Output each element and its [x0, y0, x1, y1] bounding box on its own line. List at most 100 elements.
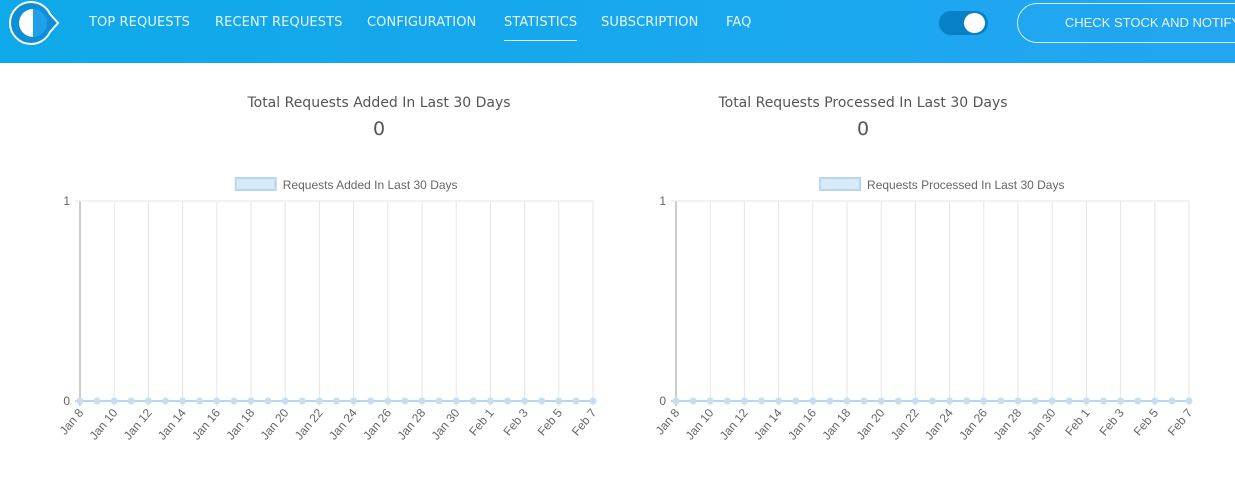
data-point: [589, 397, 597, 405]
legend-label: Requests Added In Last 30 Days: [283, 178, 458, 192]
nav-subscription[interactable]: SUBSCRIPTION: [601, 15, 699, 30]
data-point: [298, 397, 306, 405]
stat-title-added: Total Requests Added In Last 30 Days: [247, 95, 511, 111]
data-point: [963, 397, 971, 405]
data-point: [247, 397, 255, 405]
x-tick-label: Feb 5: [535, 406, 566, 439]
data-point: [877, 397, 885, 405]
x-tick-label: Jan 30: [429, 406, 463, 443]
x-tick-label: Jan 18: [223, 406, 257, 443]
data-point: [843, 397, 851, 405]
data-point: [980, 397, 988, 405]
data-point: [555, 397, 563, 405]
data-point: [521, 397, 529, 405]
nav-faq[interactable]: FAQ: [726, 15, 752, 30]
data-point: [1082, 397, 1090, 405]
stat-value-added: 0: [372, 118, 386, 140]
nav-top-requests[interactable]: TOP REQUESTS: [89, 15, 190, 30]
data-point: [723, 397, 731, 405]
x-tick-label: Feb 1: [1062, 406, 1093, 439]
data-point: [504, 397, 511, 405]
x-tick-label: Jan 26: [956, 406, 990, 443]
y-tick-label: 1: [659, 194, 666, 208]
x-tick-label: Jan 18: [819, 406, 853, 443]
data-point: [196, 397, 204, 405]
data-point: [1117, 397, 1125, 405]
data-point: [860, 397, 868, 405]
x-tick-label: Jan 24: [922, 406, 956, 443]
nav-configuration[interactable]: CONFIGURATION: [367, 15, 477, 30]
nav-recent-requests[interactable]: RECENT REQUESTS: [215, 15, 343, 30]
data-point: [384, 397, 392, 405]
data-point: [1134, 397, 1142, 405]
x-tick-label: Jan 16: [189, 406, 223, 443]
data-point: [1031, 397, 1039, 405]
x-tick-label: Jan 22: [292, 406, 326, 443]
data-point: [1014, 397, 1022, 405]
legend-label: Requests Processed In Last 30 Days: [867, 178, 1064, 192]
data-point: [1151, 397, 1159, 405]
data-point: [911, 397, 919, 405]
data-point: [315, 397, 323, 405]
data-point: [350, 397, 358, 405]
x-tick-label: Feb 7: [569, 406, 600, 439]
x-tick-label: Jan 10: [683, 406, 717, 443]
stat-title-processed: Total Requests Processed In Last 30 Days: [718, 95, 1008, 111]
data-point: [997, 397, 1005, 405]
data-point: [929, 397, 936, 405]
x-tick-label: Jan 26: [360, 406, 394, 443]
x-tick-label: Feb 3: [1096, 406, 1127, 439]
data-point: [469, 397, 477, 405]
data-point: [1100, 397, 1107, 405]
x-tick-label: Jan 10: [87, 406, 121, 443]
data-point: [538, 397, 546, 405]
data-point: [826, 397, 834, 405]
data-point: [689, 397, 697, 405]
data-point: [1048, 397, 1056, 405]
data-point: [264, 397, 272, 405]
data-point: [672, 397, 680, 405]
x-tick-label: Jan 14: [751, 406, 785, 443]
data-point: [435, 397, 443, 405]
x-tick-label: Jan 30: [1025, 406, 1059, 443]
data-point: [76, 397, 84, 405]
data-point: [706, 397, 714, 405]
x-tick-label: Jan 12: [717, 406, 751, 443]
x-tick-label: Jan 20: [854, 406, 888, 443]
data-point: [946, 397, 954, 405]
x-tick-label: Feb 1: [466, 406, 497, 439]
data-point: [572, 397, 580, 405]
data-point: [162, 397, 169, 405]
data-point: [213, 397, 221, 405]
x-tick-label: Jan 28: [394, 406, 428, 443]
data-point: [93, 397, 101, 405]
data-point: [401, 397, 409, 405]
x-tick-label: Feb 7: [1165, 406, 1196, 439]
x-tick-label: Jan 8: [653, 406, 683, 438]
y-tick-label: 0: [63, 394, 70, 408]
data-point: [758, 397, 765, 405]
toggle-knob: [964, 13, 985, 33]
data-point: [775, 397, 783, 405]
data-point: [144, 397, 152, 405]
y-tick-label: 1: [63, 194, 70, 208]
logo-icon[interactable]: [6, 0, 60, 46]
y-tick-label: 0: [659, 394, 666, 408]
data-point: [230, 397, 238, 405]
x-tick-label: Jan 14: [155, 406, 189, 443]
x-tick-label: Feb 3: [500, 406, 531, 439]
data-point: [1168, 397, 1176, 405]
nav-statistics[interactable]: STATISTICS: [504, 15, 578, 41]
data-point: [1185, 397, 1193, 405]
x-tick-label: Jan 12: [121, 406, 155, 443]
data-point: [486, 397, 494, 405]
legend-swatch: [234, 177, 277, 191]
x-tick-label: Jan 22: [888, 406, 922, 443]
data-point: [809, 397, 817, 405]
data-point: [333, 397, 340, 405]
top-navbar: TOP REQUESTS RECENT REQUESTS CONFIGURATI…: [0, 0, 1235, 63]
check-stock-and-notify-button[interactable]: CHECK STOCK AND NOTIFY: [1017, 3, 1235, 43]
data-point: [1065, 397, 1073, 405]
enable-toggle[interactable]: [939, 11, 988, 35]
